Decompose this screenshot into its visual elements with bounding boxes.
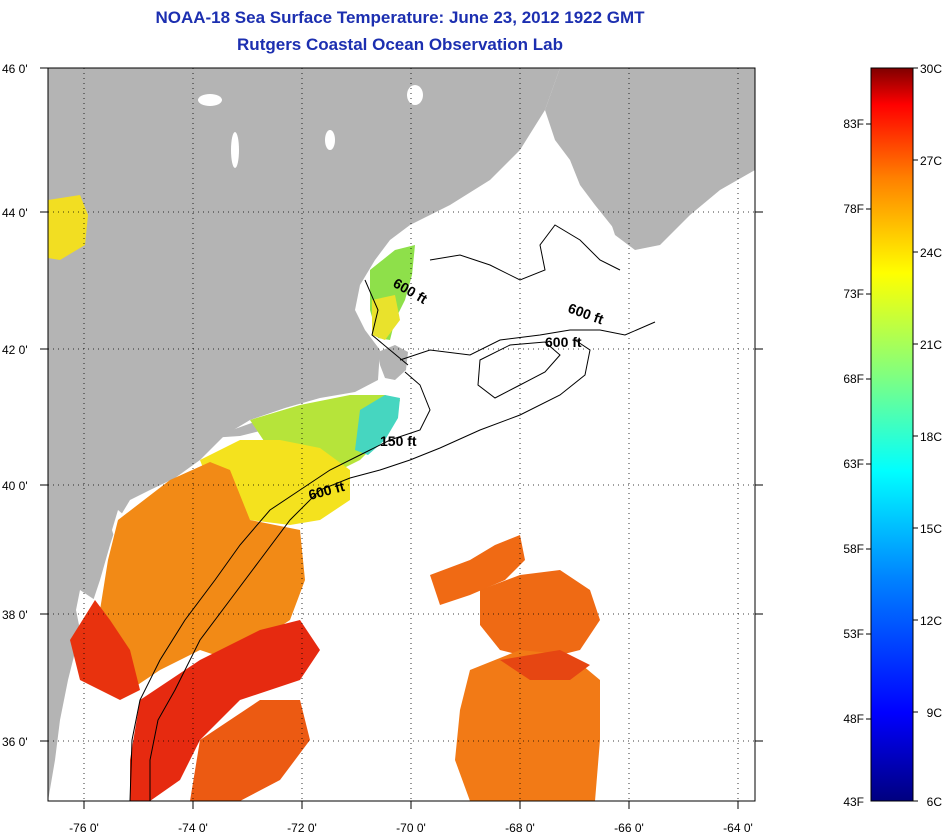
lon-label-68: -68 0': [505, 821, 535, 835]
cb-f-48: 48F: [843, 712, 864, 726]
lake-1: [198, 94, 222, 106]
cb-c-21: 21C: [920, 338, 942, 352]
contour-label-600-bank: 600 ft: [545, 334, 582, 350]
sst-upstate-yellow: [48, 195, 88, 260]
lake-4: [325, 130, 335, 150]
contour-nearshore: [364, 279, 409, 366]
cb-c-30: 30C: [920, 62, 942, 76]
contour-gulf-maine: [399, 321, 656, 361]
sst-shelf-cyan: [355, 395, 400, 455]
lon-label-66: -66 0': [614, 821, 644, 835]
sst-offshore-orange-2: [480, 570, 600, 660]
sst-mid-atlantic-orange: [95, 462, 305, 690]
sst-gulf-of-maine-yellow: [372, 295, 400, 340]
lat-label-44: 44 0': [2, 206, 28, 220]
cb-f-68: 68F: [843, 372, 864, 386]
grid-lines: [48, 68, 755, 801]
lon-label-74: -74 0': [178, 821, 208, 835]
contour-600ft-shelf: [149, 339, 591, 801]
sst-offshore-orange-3: [455, 650, 600, 801]
map-frame: [47, 67, 756, 802]
sst-offshore-orange-1: [430, 535, 525, 605]
cb-f-78: 78F: [843, 202, 864, 216]
cb-c-24: 24C: [920, 246, 942, 260]
lat-label-36: 36 0': [2, 735, 28, 749]
lon-label-72: -72 0': [287, 821, 317, 835]
cb-c-12: 12C: [920, 614, 942, 628]
land-us: [48, 68, 560, 801]
lat-label-42: 42 0': [2, 343, 28, 357]
land-cape-cod: [378, 345, 408, 380]
contour-150ft: [129, 371, 431, 801]
colorbar-ticks: [866, 67, 918, 802]
cb-c-6: 6C: [927, 795, 943, 809]
cb-c-27: 27C: [920, 154, 942, 168]
lat-label-38: 38 0': [2, 608, 28, 622]
lon-label-70: -70 0': [396, 821, 426, 835]
cb-c-18: 18C: [920, 430, 942, 444]
lon-label-64: -64 0': [723, 821, 753, 835]
lon-label-76: -76 0': [69, 821, 99, 835]
tick-marks: [40, 67, 763, 809]
lake-2: [407, 85, 423, 105]
lake-3: [231, 132, 239, 168]
cb-f-53: 53F: [843, 627, 864, 641]
sst-coastal-red: [70, 600, 140, 700]
cb-f-73: 73F: [843, 287, 864, 301]
cb-f-43: 43F: [843, 795, 864, 809]
map-subtitle: Rutgers Coastal Ocean Observation Lab: [237, 35, 563, 54]
cb-f-58: 58F: [843, 542, 864, 556]
sst-offshore-red: [500, 650, 590, 680]
contour-label-150: 150 ft: [380, 433, 417, 449]
lat-label-40: 40 0': [2, 479, 28, 493]
sst-south-red: [130, 620, 320, 801]
cb-c-9: 9C: [927, 706, 943, 720]
sst-south-orange: [190, 700, 310, 801]
cb-c-15: 15C: [920, 522, 942, 536]
cb-f-63: 63F: [843, 457, 864, 471]
lat-label-46: 46 0': [2, 62, 28, 76]
map-title: NOAA-18 Sea Surface Temperature: June 23…: [155, 8, 645, 27]
land-nova-scotia: [600, 110, 755, 250]
colorbar: [870, 67, 914, 802]
contour-georges-bank: [477, 341, 561, 399]
cb-f-83: 83F: [843, 117, 864, 131]
contour-gulf-inner: [429, 224, 621, 281]
